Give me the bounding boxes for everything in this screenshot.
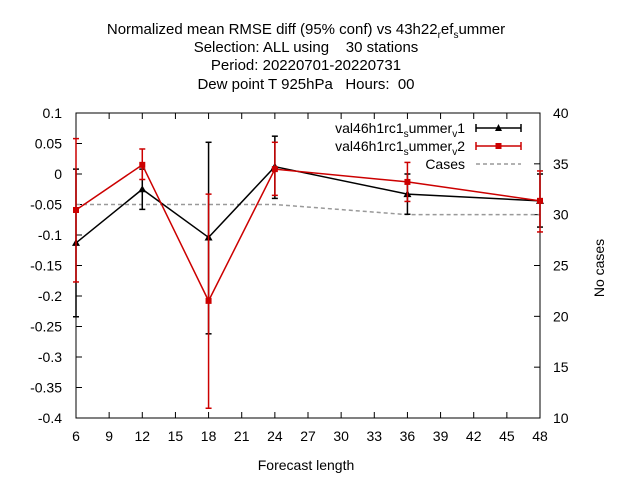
x-tick-label: 18 bbox=[201, 428, 217, 444]
legend-1-mid: ummer bbox=[409, 120, 453, 136]
legend-label-2: val46h1rc1summerv2 bbox=[335, 138, 465, 158]
series-line-2 bbox=[75, 163, 541, 303]
x-tick-label: 12 bbox=[134, 428, 150, 444]
legend-1-sub-v: v bbox=[452, 129, 457, 140]
x-tick-label: 48 bbox=[532, 428, 548, 444]
legend-2-mid: ummer bbox=[409, 138, 453, 154]
y2-tick-label: 10 bbox=[553, 410, 569, 426]
data-series bbox=[72, 135, 544, 409]
y-tick-label: -0.4 bbox=[38, 410, 62, 426]
x-tick-label: 9 bbox=[105, 428, 113, 444]
y2-tick-label: 30 bbox=[553, 207, 569, 223]
y2-axis-label: No cases bbox=[591, 239, 607, 297]
y-tick-label: -0.2 bbox=[38, 288, 62, 304]
cases-series bbox=[76, 203, 540, 216]
legend-label-1: val46h1rc1summerv1 bbox=[335, 120, 465, 140]
chart-title-line-4: Dew point T 925hPa Hours: 00 bbox=[197, 76, 414, 93]
chart-title-line-2: Selection: ALL using 30 stations bbox=[194, 39, 419, 56]
cases-line bbox=[76, 203, 540, 216]
y-tick-label: 0.05 bbox=[35, 136, 62, 152]
legend: val46h1rc1summerv1 val46h1rc1summerv2 Ca… bbox=[335, 120, 522, 172]
data-point bbox=[73, 206, 79, 213]
data-point bbox=[537, 197, 543, 204]
x-tick-label: 36 bbox=[400, 428, 416, 444]
legend-marker-2 bbox=[495, 143, 502, 149]
legend-1-sub-s: s bbox=[404, 129, 409, 140]
y2-tick-label: 15 bbox=[553, 359, 569, 375]
x-tick-label: 33 bbox=[366, 428, 382, 444]
x-tick-label: 15 bbox=[168, 428, 184, 444]
title-part-ef: ef bbox=[441, 21, 454, 38]
x-tick-label: 6 bbox=[72, 428, 80, 444]
title-part-1: Normalized mean RMSE diff (95% conf) vs … bbox=[107, 21, 438, 38]
data-point bbox=[404, 178, 411, 185]
legend-2-end: 2 bbox=[457, 138, 465, 154]
legend-label-3: Cases bbox=[425, 156, 465, 172]
legend-1-end: 1 bbox=[457, 120, 465, 136]
title-sub-r: r bbox=[438, 30, 442, 41]
y-tick-label: -0.15 bbox=[30, 258, 62, 274]
x-axis-label: Forecast length bbox=[258, 457, 355, 473]
legend-2-sub-s: s bbox=[404, 147, 409, 158]
y-tick-label: 0 bbox=[54, 166, 62, 182]
y-tick-label: -0.3 bbox=[38, 349, 62, 365]
y-tick-label: -0.35 bbox=[30, 380, 62, 396]
series-line-1 bbox=[75, 165, 541, 244]
x-tick-label: 21 bbox=[234, 428, 250, 444]
data-point bbox=[138, 185, 147, 193]
x-tick-label: 45 bbox=[499, 428, 515, 444]
x-tick-label: 42 bbox=[466, 428, 482, 444]
x-tick-label: 30 bbox=[333, 428, 349, 444]
y-tick-label: 0.1 bbox=[43, 105, 63, 121]
axis-ticks: 6 9 12 15 18 21 24 27 30 33 36 39 42 45 48-0.4-0.35-0.… bbox=[30, 105, 569, 444]
y2-tick-label: 20 bbox=[553, 308, 569, 324]
y2-tick-label: 25 bbox=[553, 258, 569, 274]
data-point bbox=[139, 161, 146, 168]
chart-title-line-3: Period: 20220701-20220731 bbox=[211, 57, 401, 74]
y2-tick-label: 35 bbox=[553, 156, 569, 172]
x-tick-label: 24 bbox=[267, 428, 283, 444]
x-tick-label: 27 bbox=[300, 428, 316, 444]
legend-marker-1 bbox=[495, 124, 502, 131]
y-tick-label: -0.05 bbox=[30, 197, 62, 213]
legend-2-sub-v: v bbox=[452, 147, 457, 158]
y-tick-label: -0.25 bbox=[30, 319, 62, 335]
y-tick-label: -0.1 bbox=[38, 227, 62, 243]
data-point bbox=[205, 297, 212, 304]
plot-frame bbox=[75, 112, 541, 419]
x-tick-label: 39 bbox=[433, 428, 449, 444]
title-sub-s: s bbox=[453, 30, 458, 41]
y2-tick-label: 40 bbox=[553, 105, 569, 121]
data-point bbox=[271, 166, 278, 173]
title-part-ummer: ummer bbox=[458, 21, 505, 38]
chart-title-line-1: Normalized mean RMSE diff (95% conf) vs … bbox=[107, 21, 505, 41]
legend-1-base: val46h1rc1 bbox=[335, 120, 404, 136]
legend-2-base: val46h1rc1 bbox=[335, 138, 404, 154]
